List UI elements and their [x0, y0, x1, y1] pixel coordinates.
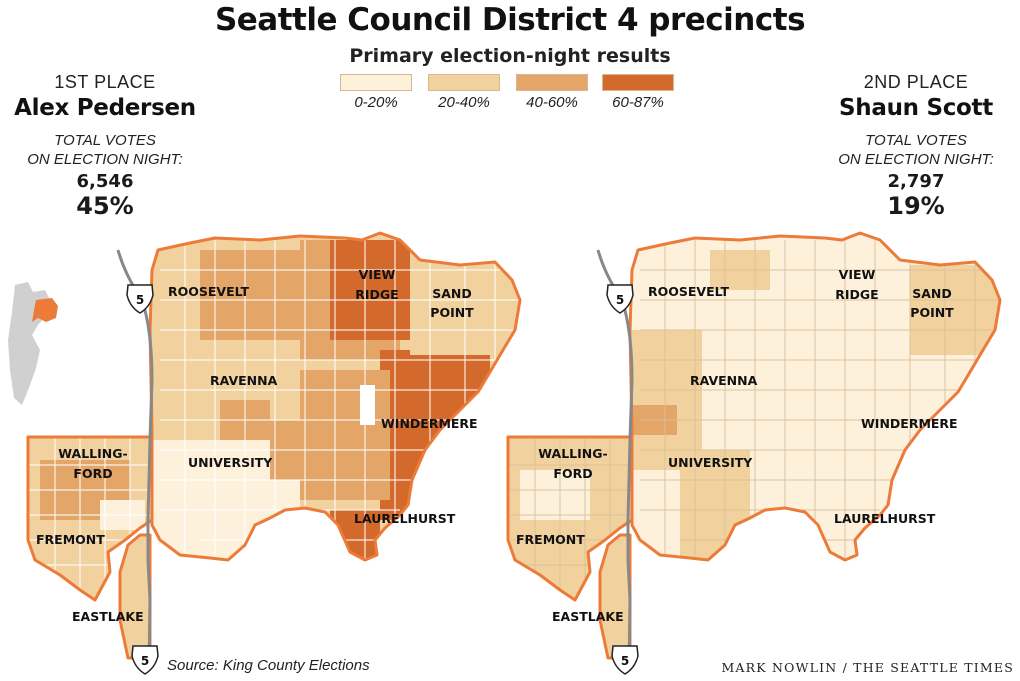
left-map: 5 5 ROOSEVELT VIEW RIDGE SAND POINT RAVE… — [8, 231, 522, 675]
label-wallingford: FORD — [553, 466, 592, 481]
label-roosevelt: ROOSEVELT — [648, 284, 730, 299]
eastlake-area — [598, 533, 632, 660]
legend: 0-20% 20-40% 40-60% 60-87% — [340, 74, 675, 114]
precinct — [632, 330, 702, 470]
legend-item: 20-40% — [428, 74, 500, 111]
label-fremont: FREMONT — [36, 532, 105, 547]
candidate-place: 1ST PLACE — [54, 72, 156, 92]
highway-shield-5: 5 — [611, 645, 639, 675]
svg-text:5: 5 — [141, 654, 149, 668]
map-title: Seattle Council District 4 precincts — [214, 2, 806, 38]
candidate-votes: 2,797 — [887, 171, 945, 192]
wallingford-boundary — [26, 435, 154, 602]
precinct — [910, 265, 1000, 355]
total-votes-label: TOTAL VOTES ON ELECTION NIGHT: — [806, 131, 1020, 169]
precinct — [520, 470, 590, 520]
label-sand-point: SAND — [912, 286, 952, 301]
label-view-ridge: RIDGE — [355, 287, 398, 302]
highway-shield-5: 5 — [131, 645, 159, 675]
label-eastlake: EASTLAKE — [552, 609, 624, 624]
svg-text:5: 5 — [621, 654, 629, 668]
precinct-lines — [508, 437, 632, 600]
interstate-5-line — [116, 249, 154, 669]
legend-label: 20-40% — [438, 94, 490, 111]
legend-swatch — [602, 74, 674, 91]
label-ravenna: RAVENNA — [690, 373, 758, 388]
highway-shield-5: 5 — [126, 284, 154, 314]
candidate-name: Alex Pedersen — [14, 95, 196, 121]
legend-swatch — [340, 74, 412, 91]
candidate-name: Shaun Scott — [839, 95, 993, 121]
candidate-place: 2ND PLACE — [863, 72, 969, 92]
label-view-ridge: VIEW — [359, 267, 396, 282]
eastlake-area — [118, 533, 152, 660]
label-wallingford: WALLING- — [538, 446, 607, 461]
right-map: 5 5 ROOSEVELT VIEW RIDGE SAND POINT RAVE… — [506, 231, 1002, 675]
interstate-5-line — [596, 249, 634, 669]
legend-item: 0-20% — [340, 74, 412, 111]
legend-label: 60-87% — [612, 94, 664, 111]
label-wallingford: FORD — [73, 466, 112, 481]
precinct — [360, 385, 375, 425]
candidate-2-panel: 2ND PLACE Shaun Scott TOTAL VOTES ON ELE… — [806, 72, 1020, 220]
district-boundary — [148, 231, 522, 562]
map-subtitle: Primary election-night results — [349, 45, 671, 67]
legend-label: 0-20% — [354, 94, 398, 111]
candidate-percent: 19% — [887, 192, 945, 220]
label-view-ridge: RIDGE — [835, 287, 878, 302]
highway-shield-5: 5 — [606, 284, 634, 314]
label-laurelhurst: LAURELHURST — [354, 511, 456, 526]
label-fremont: FREMONT — [516, 532, 585, 547]
wallingford-boundary — [506, 435, 634, 602]
label-ravenna: RAVENNA — [210, 373, 278, 388]
svg-text:5: 5 — [616, 293, 624, 307]
label-university: UNIVERSITY — [188, 455, 273, 470]
total-votes-label: TOTAL VOTES ON ELECTION NIGHT: — [0, 131, 215, 169]
svg-text:5: 5 — [136, 293, 144, 307]
candidate-votes: 6,546 — [76, 171, 134, 192]
precinct-lines — [640, 240, 1000, 560]
total-votes-label-line: ON ELECTION NIGHT: — [27, 151, 183, 168]
label-view-ridge: VIEW — [839, 267, 876, 282]
label-eastlake: EASTLAKE — [72, 609, 144, 624]
precinct — [330, 240, 410, 340]
total-votes-label-line: ON ELECTION NIGHT: — [838, 151, 994, 168]
label-laurelhurst: LAURELHURST — [834, 511, 936, 526]
legend-item: 60-87% — [602, 74, 674, 111]
label-sand-point: POINT — [430, 305, 474, 320]
legend-swatch — [516, 74, 588, 91]
label-windermere: WINDERMERE — [861, 416, 958, 431]
legend-swatch — [428, 74, 500, 91]
district-boundary — [628, 231, 1002, 562]
candidate-1-panel: 1ST PLACE Alex Pedersen TOTAL VOTES ON E… — [0, 72, 215, 220]
district-inset-highlight — [32, 298, 58, 322]
label-university: UNIVERSITY — [668, 455, 753, 470]
legend-item: 40-60% — [516, 74, 588, 111]
label-roosevelt: ROOSEVELT — [168, 284, 250, 299]
precinct-lines — [28, 437, 152, 600]
precinct-lines — [160, 240, 520, 560]
source-note: Source: King County Elections — [167, 657, 370, 674]
legend-label: 40-60% — [526, 94, 578, 111]
total-votes-label-line: TOTAL VOTES — [865, 132, 967, 149]
credit-line: MARK NOWLIN / THE SEATTLE TIMES — [721, 660, 1014, 675]
candidate-percent: 45% — [76, 192, 134, 220]
label-windermere: WINDERMERE — [381, 416, 478, 431]
label-sand-point: SAND — [432, 286, 472, 301]
wallingford-precincts — [520, 470, 590, 520]
label-wallingford: WALLING- — [58, 446, 127, 461]
label-sand-point: POINT — [910, 305, 954, 320]
total-votes-label-line: TOTAL VOTES — [54, 132, 156, 149]
